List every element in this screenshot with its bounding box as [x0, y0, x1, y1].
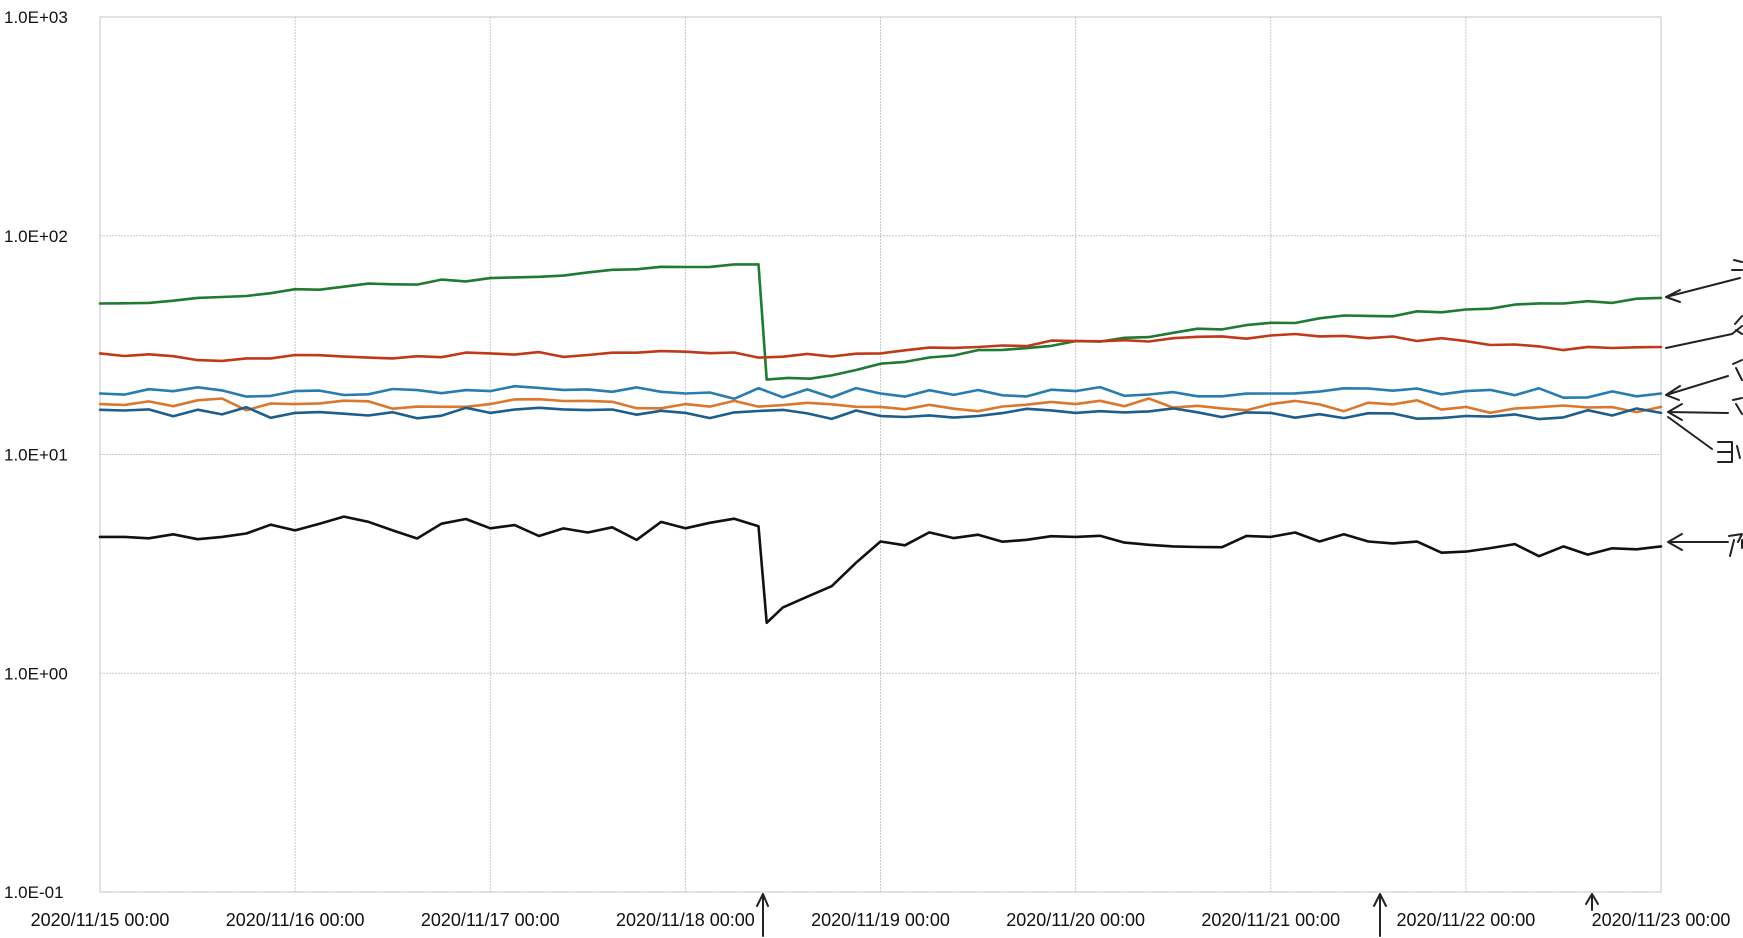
annotation-arrow: [1665, 375, 1729, 401]
series-line: [98, 405, 1663, 421]
annotation-arrow: [1585, 893, 1599, 911]
annotation-scribble: [1717, 441, 1741, 463]
annotation-scribble: [1732, 359, 1743, 381]
annotation-arrow: [1667, 533, 1729, 551]
annotation-scribble: [1732, 397, 1743, 415]
x-tick-label: 2020/11/18 00:00: [616, 910, 755, 930]
y-tick-label: 1.0E-01: [4, 883, 64, 902]
x-tick-label: 2020/11/19 00:00: [811, 910, 950, 930]
x-tick-label: 2020/11/20 00:00: [1006, 910, 1145, 930]
x-tick-label: 2020/11/23 00:00: [1592, 910, 1731, 930]
grid-lines: [99, 16, 1662, 893]
axes: 1.0E+03 1.0E+02 1.0E+01 1.0E+00 1.0E-01 2020/…: [4, 8, 1730, 930]
annotation-arrow: [1373, 893, 1387, 937]
series-line: [98, 332, 1663, 363]
y-tick-label: 1.0E+01: [4, 446, 68, 465]
annotation-scribble: [1728, 533, 1743, 557]
x-tick-label: 2020/11/16 00:00: [226, 910, 365, 930]
series-line: [98, 397, 1663, 415]
series-group: [98, 263, 1663, 625]
x-tick-label: 2020/11/15 00:00: [31, 910, 170, 930]
annotation-scribble: [1731, 259, 1743, 271]
x-tick-label: 2020/11/22 00:00: [1396, 910, 1535, 930]
annotation-arrow: [1667, 416, 1713, 450]
y-tick-label: 1.0E+03: [4, 8, 68, 27]
annotation-arrow: [756, 893, 769, 937]
series-line: [98, 384, 1663, 401]
handwritten-annotations: [756, 259, 1743, 937]
x-tick-label: 2020/11/21 00:00: [1201, 910, 1340, 930]
annotation-arrow: [1667, 403, 1729, 421]
annotation-scribble: [1734, 315, 1743, 335]
x-tick-label: 2020/11/17 00:00: [421, 910, 560, 930]
annotation-arrow: [1665, 325, 1743, 349]
series-line: [98, 263, 1663, 381]
series-line: [98, 515, 1663, 625]
y-tick-label: 1.0E+00: [4, 664, 68, 683]
annotation-arrow: [1665, 277, 1741, 303]
y-tick-label: 1.0E+02: [4, 227, 68, 246]
